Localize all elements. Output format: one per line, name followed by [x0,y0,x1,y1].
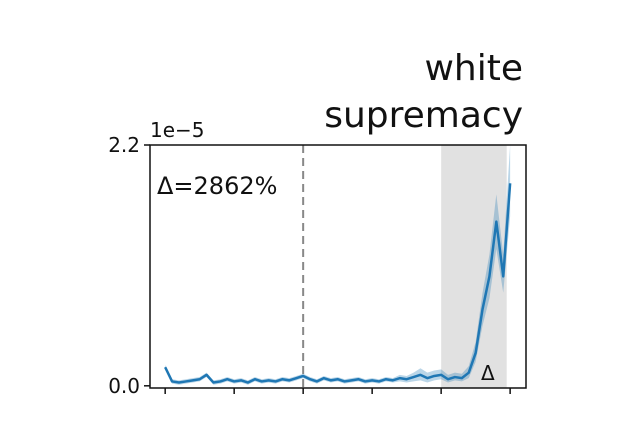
annotation: Δ [481,361,495,385]
annotation: Δ=2862% [157,172,277,200]
chart-title: white [424,48,523,89]
confidence-band [165,145,511,385]
axes-frame [149,144,527,389]
y-tick-label: 0.0 [108,374,140,398]
y-tick-label: 2.2 [108,133,140,157]
chart-title: supremacy [324,95,523,136]
highlight-span [441,145,507,388]
y-offset-label: 1e−5 [150,118,205,142]
data-line [164,183,512,384]
